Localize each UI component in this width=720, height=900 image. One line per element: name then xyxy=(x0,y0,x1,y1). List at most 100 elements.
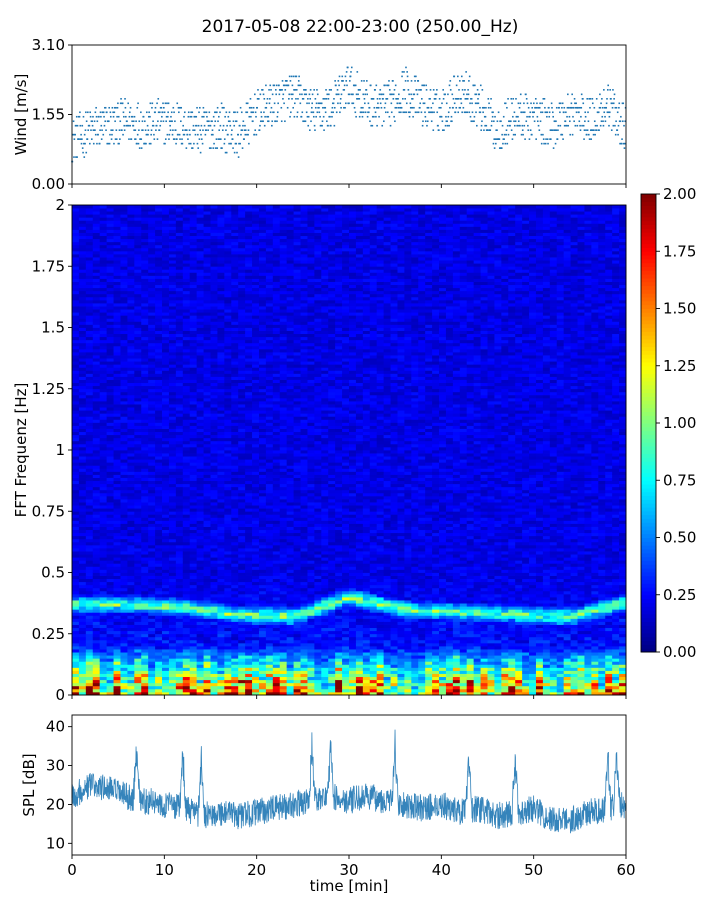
wind-point xyxy=(397,106,400,109)
spectrogram-cell xyxy=(85,364,94,368)
spectrogram-cell xyxy=(99,401,108,405)
wind-point xyxy=(138,120,141,123)
wind-point xyxy=(96,120,99,123)
spectrogram-cell xyxy=(175,293,184,298)
spectrogram-cell xyxy=(92,269,101,273)
wind-point xyxy=(300,115,303,118)
spectrogram-cell xyxy=(99,416,108,420)
spectrogram-cell xyxy=(72,486,80,491)
spectrogram-cell xyxy=(127,422,135,426)
spectrogram-cell xyxy=(141,281,149,286)
spectrogram-cell xyxy=(217,352,225,356)
spectrogram-cell xyxy=(155,263,163,267)
spectrogram-cell xyxy=(113,364,121,368)
spectrogram-cell xyxy=(210,511,218,515)
spectrogram-cell xyxy=(175,502,184,506)
wind-point xyxy=(422,102,425,105)
spectrogram-cell xyxy=(217,612,225,616)
spectrogram-cell xyxy=(120,652,128,656)
spectrogram-cell xyxy=(196,685,204,690)
spectrogram-cell xyxy=(92,306,101,310)
wind-point xyxy=(414,111,417,114)
spectrogram-cell xyxy=(217,627,225,632)
spectrogram-cell xyxy=(106,296,114,301)
spectrogram-cell xyxy=(162,474,170,478)
spectrogram-cell xyxy=(127,401,135,405)
spectrogram-cell xyxy=(175,618,184,622)
spectrogram-cell xyxy=(85,587,94,592)
wind-point xyxy=(231,129,233,131)
wind-point xyxy=(546,111,549,114)
spectrogram-cell xyxy=(72,257,80,261)
spectrogram-cell xyxy=(134,499,142,503)
spectrogram-cell xyxy=(196,419,204,423)
spectrogram-cell xyxy=(78,603,87,607)
spectrogram-cell xyxy=(217,416,225,420)
spectrogram-cell xyxy=(134,367,142,371)
spectrogram-cell xyxy=(134,495,142,500)
wind-point xyxy=(298,84,301,87)
wind-point xyxy=(190,115,193,118)
wind-point xyxy=(128,115,131,118)
spectrogram-cell xyxy=(210,581,218,586)
wind-point xyxy=(188,129,191,131)
wind-point xyxy=(210,147,212,149)
wind-point xyxy=(438,98,441,100)
wind-point xyxy=(487,106,490,109)
spectrogram-cell xyxy=(120,339,128,344)
spectrogram-cell xyxy=(189,330,198,335)
spectrogram-cell xyxy=(189,232,198,237)
spectrogram-cell xyxy=(196,254,204,258)
spectrogram-cell xyxy=(175,661,184,665)
spectrogram-cell xyxy=(106,401,114,405)
spectrogram-cell xyxy=(182,208,191,212)
spectrogram-cell xyxy=(72,459,80,463)
wind-point xyxy=(588,133,590,136)
spectrogram-cell xyxy=(85,238,94,243)
wind-point xyxy=(492,142,495,145)
spectrogram-cell xyxy=(141,544,149,549)
spectrogram-cell xyxy=(120,685,128,690)
spectrogram-cell xyxy=(106,486,114,491)
spectrogram-cell xyxy=(85,523,94,527)
spectrogram-cell xyxy=(182,652,191,656)
spectrogram-cell xyxy=(78,214,87,218)
spectrogram-cell xyxy=(175,471,184,475)
wind-point xyxy=(461,89,464,91)
spectrogram-cell xyxy=(113,284,121,289)
wind-point xyxy=(303,89,305,91)
spectrogram-cell xyxy=(189,401,198,405)
spectrogram-cell xyxy=(120,391,128,396)
spectrogram-cell xyxy=(196,208,204,212)
spectrogram-cell xyxy=(120,459,128,463)
spectrogram-cell xyxy=(203,425,211,429)
wind-point xyxy=(620,142,623,145)
spectrogram-cell xyxy=(134,670,142,674)
spectrogram-cell xyxy=(168,511,177,515)
wind-point xyxy=(425,84,427,87)
spectrogram-cell xyxy=(72,217,80,221)
spectrogram-cell xyxy=(162,667,170,671)
spectrogram-cell xyxy=(72,312,80,316)
spectrogram-cell xyxy=(168,593,177,598)
spectrogram-cell xyxy=(120,462,128,466)
spectrogram-cell xyxy=(134,572,142,576)
spectrogram-cell xyxy=(182,685,191,690)
spectrogram-cell xyxy=(162,413,170,417)
spectrogram-cell xyxy=(92,633,101,638)
wind-point xyxy=(514,124,516,127)
spectrogram-cell xyxy=(210,443,218,448)
spectrogram-cell xyxy=(106,260,114,264)
spectrogram-cell xyxy=(168,566,177,570)
spectrogram-cell xyxy=(99,217,108,221)
spectrogram-cell xyxy=(168,260,177,264)
spectrogram-cell xyxy=(120,639,128,644)
spectrogram-cell xyxy=(72,318,80,322)
spectrogram-cell xyxy=(148,284,156,289)
wind-point xyxy=(578,106,581,109)
wind-point xyxy=(80,142,83,145)
wind-point xyxy=(236,151,238,154)
spectrogram-cell xyxy=(162,247,170,252)
spectrogram-cell xyxy=(203,208,211,212)
wind-point xyxy=(87,129,90,131)
